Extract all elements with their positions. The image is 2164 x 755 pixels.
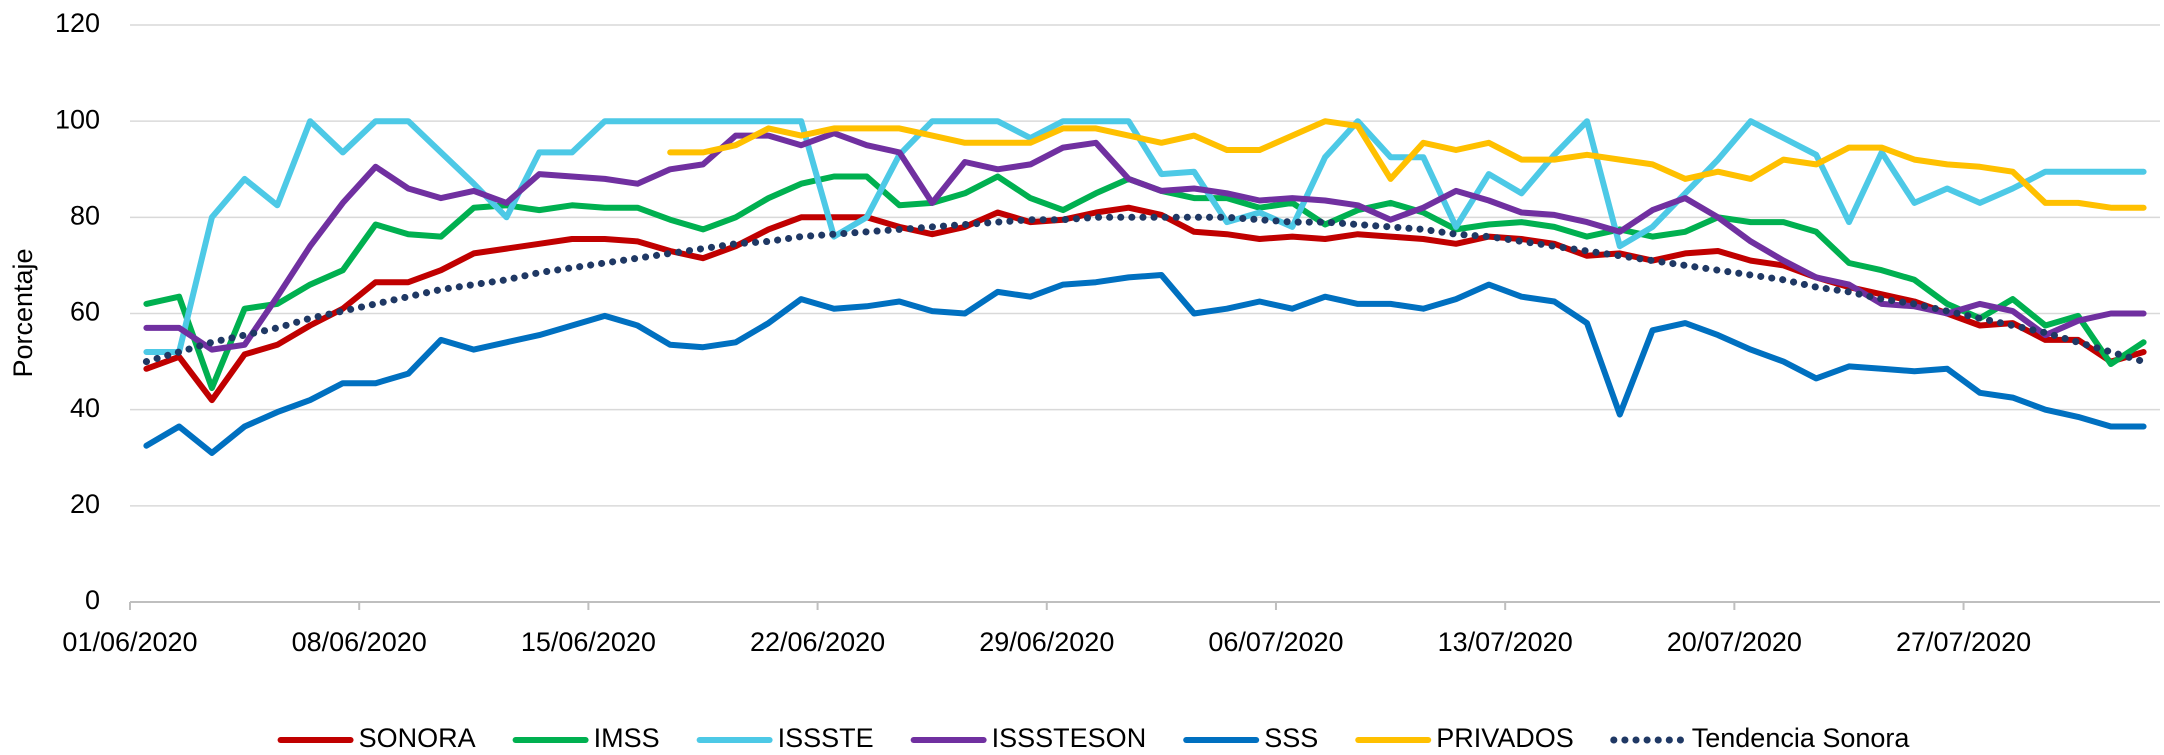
legend-label: ISSSTESON: [992, 723, 1147, 753]
x-tick-label: 13/07/2020: [1438, 627, 1573, 657]
x-tick-label: 29/06/2020: [979, 627, 1114, 657]
x-tick-label: 22/06/2020: [750, 627, 885, 657]
series-line: [667, 118, 2147, 211]
series-line: [143, 118, 2147, 355]
y-tick-label: 0: [85, 585, 100, 615]
series-line: [142, 213, 2148, 366]
legend-label: ISSSTE: [778, 723, 874, 753]
y-tick-label: 40: [70, 393, 100, 423]
x-tick-label: 08/06/2020: [292, 627, 427, 657]
x-tick-label: 20/07/2020: [1667, 627, 1802, 657]
legend-label: PRIVADOS: [1436, 723, 1574, 753]
x-tick-label: 15/06/2020: [521, 627, 656, 657]
y-tick-label: 80: [70, 200, 100, 230]
legend-label: SSS: [1264, 723, 1318, 753]
y-tick-label: 20: [70, 489, 100, 519]
legend: SONORA IMSS ISSSTE ISSSTESON SSS PRIVADOS Tend…: [277, 723, 1911, 753]
legend-label: IMSS: [594, 723, 660, 753]
x-tick-label: 06/07/2020: [1208, 627, 1343, 657]
legend-label: SONORA: [359, 723, 476, 753]
y-axis-label: Porcentaje: [8, 248, 38, 377]
legend-label: Tendencia Sonora: [1692, 723, 1911, 753]
y-tick-label: 120: [55, 8, 100, 38]
y-tick-label: 100: [55, 104, 100, 134]
y-tick-label: 60: [70, 297, 100, 327]
series-line: [143, 272, 2147, 456]
x-tick-label: 27/07/2020: [1896, 627, 2031, 657]
series-line: [143, 130, 2147, 353]
x-tick-label: 01/06/2020: [62, 627, 197, 657]
